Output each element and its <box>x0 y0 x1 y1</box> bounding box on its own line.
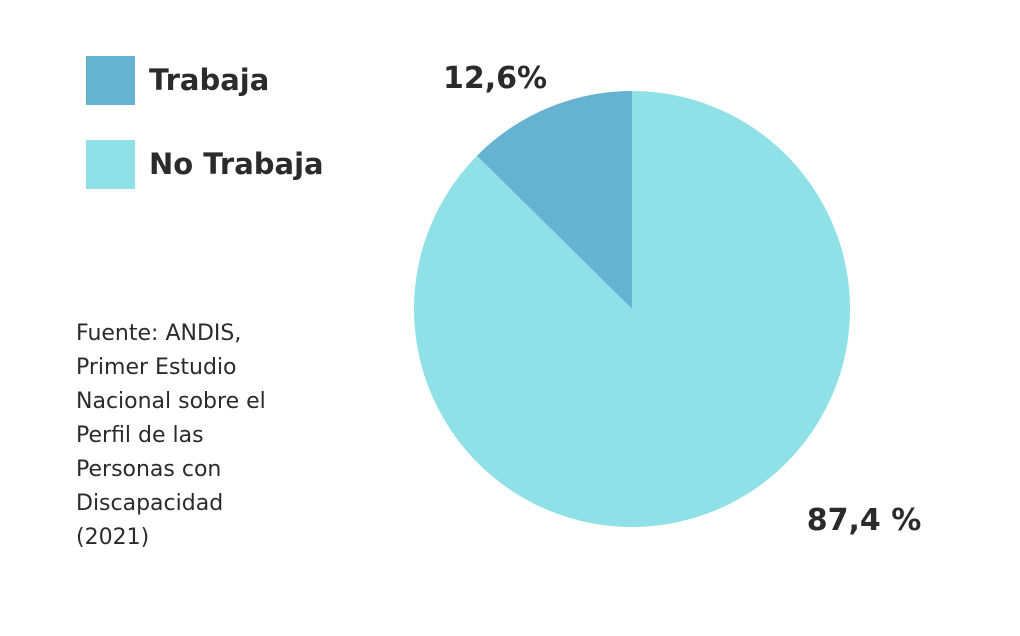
legend-label-no-trabaja: No Trabaja <box>149 147 324 181</box>
data-label-no-trabaja: 87,4 % <box>807 503 922 538</box>
legend-item-no-trabaja: No Trabaja <box>86 139 324 189</box>
source-line: Perfil de las <box>76 423 204 448</box>
pie-slice-trabaja <box>476 91 632 309</box>
pie-slices <box>414 91 851 527</box>
legend-label-trabaja: Trabaja <box>149 63 270 97</box>
source-line: Discapacidad <box>76 491 224 516</box>
source-line: Primer Estudio <box>76 355 237 380</box>
data-label-trabaja: 12,6% <box>443 61 547 96</box>
source-line: (2021) <box>76 525 150 550</box>
pie-slice-no-trabaja <box>414 91 851 527</box>
legend-swatch-trabaja <box>86 55 135 105</box>
source-note: Fuente: ANDIS, Primer Estudio Nacional s… <box>76 317 336 555</box>
source-line: Fuente: ANDIS, <box>76 321 242 346</box>
legend: Trabaja No Trabaja <box>86 55 324 223</box>
legend-item-trabaja: Trabaja <box>86 55 324 105</box>
source-line: Personas con <box>76 457 222 482</box>
source-line: Nacional sobre el <box>76 389 266 414</box>
legend-swatch-no-trabaja <box>86 139 135 189</box>
